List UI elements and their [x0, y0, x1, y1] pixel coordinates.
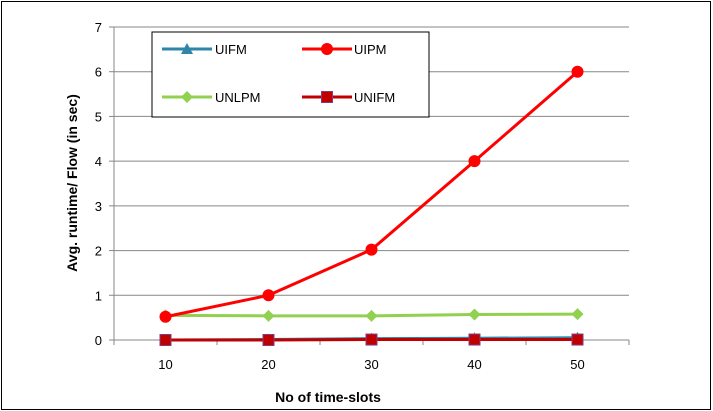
point-uipm	[571, 65, 584, 78]
y-tick-label: 3	[95, 199, 102, 214]
legend-marker-uipm	[321, 43, 333, 55]
y-tick-label: 6	[95, 65, 102, 80]
legend-marker-uifm	[181, 43, 193, 54]
x-axis-title: No of time-slots	[275, 389, 381, 405]
y-axis-title: Avg. runtime/ Flow (in sec)	[64, 94, 80, 272]
x-tick-labels: 10 20 30 40 50	[158, 357, 584, 372]
point-unlpm	[468, 308, 481, 321]
legend-label: UIFM	[215, 42, 247, 57]
y-tick-label: 4	[95, 154, 102, 169]
x-tick-label: 10	[158, 357, 172, 372]
series-uipm	[159, 65, 584, 323]
legend-item-uipm: UIPM	[302, 42, 387, 57]
y-tick-label: 2	[95, 244, 102, 259]
legend: UIFM UIPM UNLPM UNIFM	[151, 31, 430, 118]
legend-marker-unlpm	[181, 91, 193, 103]
series-unlpm	[159, 308, 584, 322]
legend-label: UIPM	[354, 42, 387, 57]
series-unifm	[159, 333, 584, 346]
point-unlpm	[571, 308, 584, 321]
point-unlpm	[262, 309, 275, 322]
y-tick-label: 7	[95, 20, 102, 35]
y-tick-label: 1	[95, 288, 102, 303]
point-unifm	[571, 333, 584, 346]
legend-box	[151, 31, 430, 118]
point-uipm	[159, 310, 172, 323]
point-uipm	[262, 289, 275, 302]
legend-label: UNLPM	[215, 90, 261, 105]
y-tick-labels: 0 1 2 3 4 5 6 7	[95, 20, 102, 348]
x-tick-label: 50	[570, 357, 584, 372]
point-unlpm	[365, 309, 378, 322]
point-uipm	[365, 243, 378, 256]
point-unifm	[159, 334, 172, 346]
x-tick-label: 30	[364, 357, 378, 372]
legend-label: UNIFM	[354, 90, 395, 105]
y-tick-label: 5	[95, 109, 102, 124]
point-uipm	[468, 155, 481, 168]
y-tick-label: 0	[95, 333, 102, 348]
x-tick-label: 40	[467, 357, 481, 372]
x-tick-label: 20	[261, 357, 275, 372]
legend-item-uifm: UIFM	[162, 42, 247, 57]
point-unifm	[468, 333, 481, 346]
point-unifm	[365, 333, 378, 346]
legend-marker-unifm	[321, 91, 333, 103]
legend-item-unlpm: UNLPM	[162, 90, 261, 105]
legend-item-unifm: UNIFM	[302, 90, 395, 105]
series-layer	[159, 65, 584, 346]
point-unifm	[262, 334, 275, 346]
